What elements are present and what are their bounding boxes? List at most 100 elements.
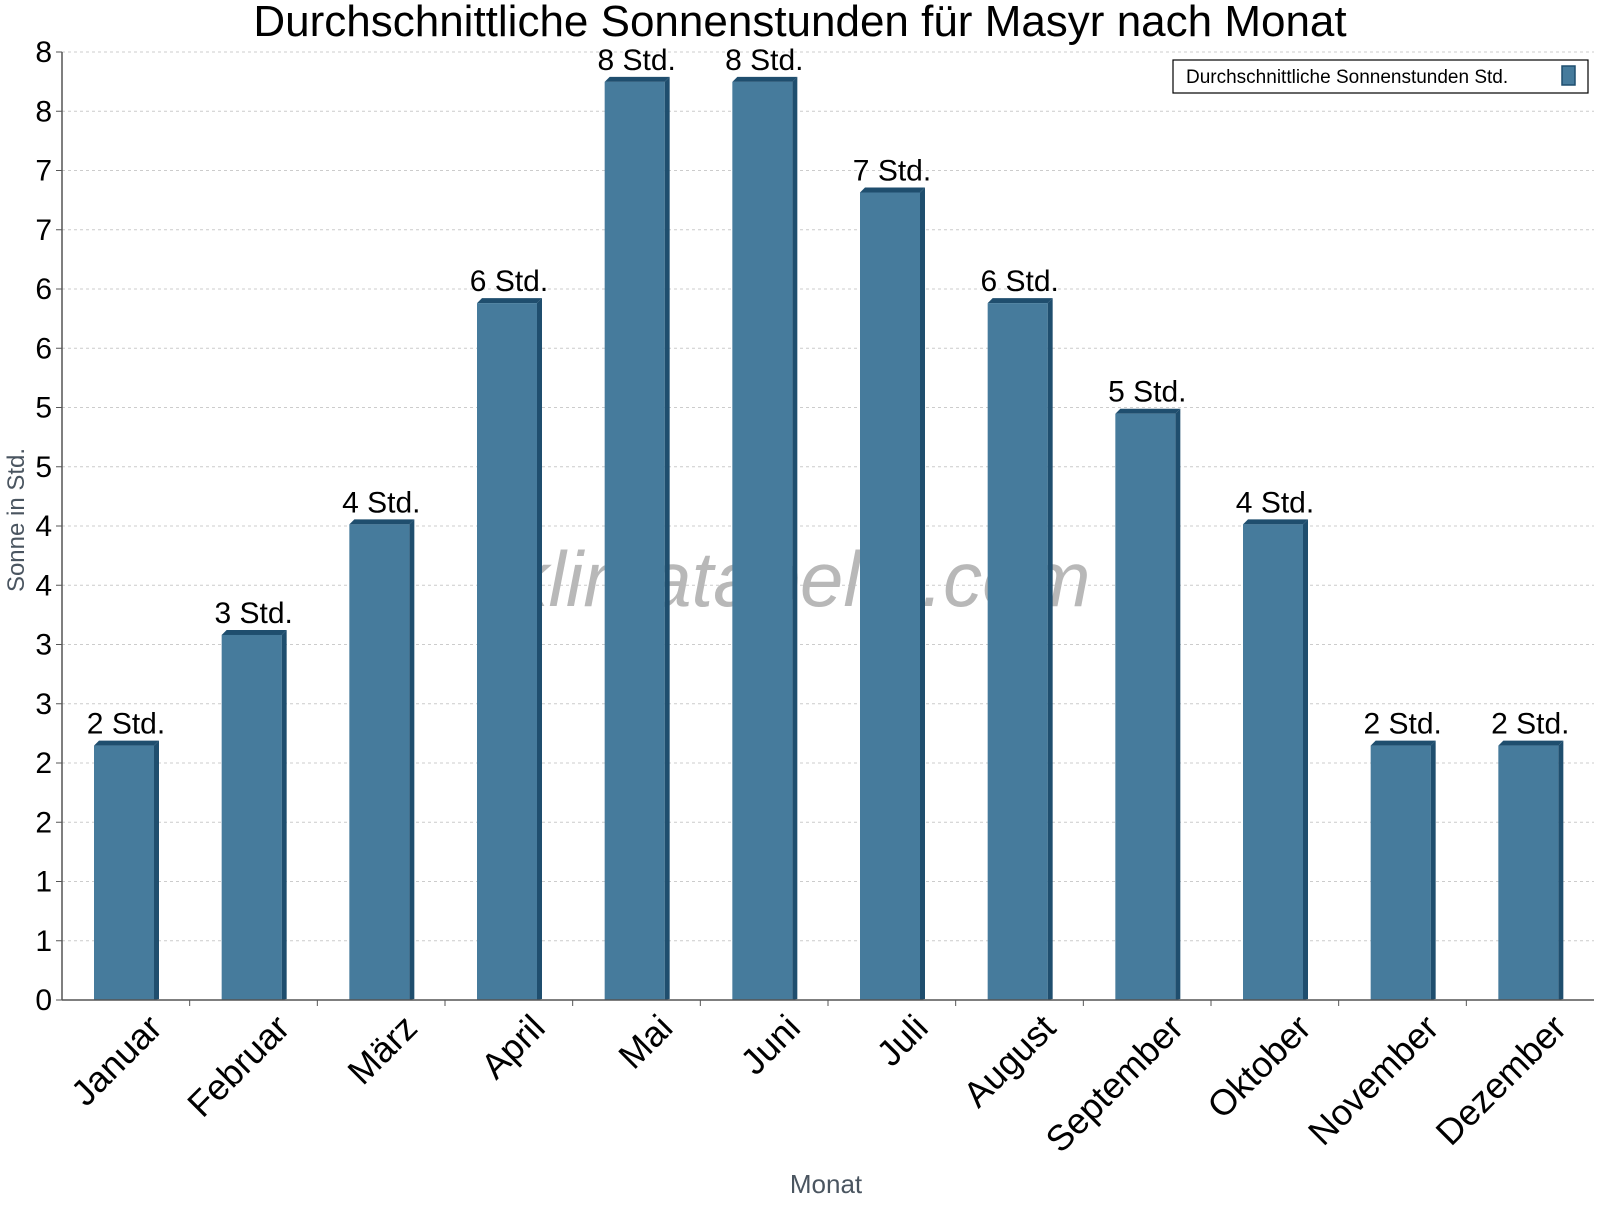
bar-front xyxy=(1115,413,1176,1000)
bar-front xyxy=(860,192,920,1000)
x-tick-label: Oktober xyxy=(1199,1007,1319,1127)
y-tick-label: 7 xyxy=(35,214,52,247)
bar-front xyxy=(604,81,665,1000)
bar xyxy=(1115,408,1181,1000)
bar-top xyxy=(604,76,670,82)
bar xyxy=(1498,740,1564,1000)
x-tick-label: August xyxy=(955,1007,1063,1115)
data-label: 6 Std. xyxy=(470,265,548,298)
data-labels: 2 Std. 3 Std. 4 Std. 6 Std. 8 Std. 8 Std. 7 St… xyxy=(87,44,1570,741)
bar-side xyxy=(664,76,670,1001)
bar-top xyxy=(1243,519,1308,525)
y-tick-label: 2 xyxy=(35,747,52,780)
y-tick-label: 7 xyxy=(35,155,52,188)
bar-top xyxy=(221,629,287,635)
y-ticks: 0 1 1 2 2 3 3 4 4 5 5 6 6 7 7 8 8 xyxy=(35,36,62,1017)
bar xyxy=(94,740,159,1000)
y-tick-label: 0 xyxy=(35,984,52,1017)
data-label: 8 Std. xyxy=(725,44,803,77)
bar-top xyxy=(1370,740,1436,746)
y-tick-label: 5 xyxy=(35,451,52,484)
x-tick-label: April xyxy=(473,1007,553,1087)
data-label: 4 Std. xyxy=(1236,486,1314,519)
x-tick-label: Juli xyxy=(868,1007,935,1074)
bar xyxy=(1370,740,1436,1000)
bar-side xyxy=(1047,298,1053,1000)
bar-side xyxy=(1430,740,1436,1000)
x-tick-label: März xyxy=(339,1007,425,1093)
bar-top xyxy=(987,298,1053,304)
bar-side xyxy=(1175,408,1181,1000)
bar-front xyxy=(94,745,154,1000)
y-tick-label: 3 xyxy=(35,688,52,721)
y-tick-label: 4 xyxy=(35,569,52,602)
bar xyxy=(349,519,415,1000)
bar-top xyxy=(94,740,159,746)
bar-top xyxy=(349,519,415,525)
x-tick-label: Februar xyxy=(179,1007,297,1125)
bar-front xyxy=(732,81,793,1000)
bar-top xyxy=(732,76,798,82)
bar-top xyxy=(1115,408,1181,414)
x-tick-label: Juni xyxy=(732,1007,808,1083)
y-tick-label: 2 xyxy=(35,806,52,839)
chart-title: Durchschnittliche Sonnenstunden für Masy… xyxy=(253,0,1346,46)
y-tick-label: 8 xyxy=(35,95,52,128)
bar-side xyxy=(1558,740,1564,1000)
y-tick-label: 8 xyxy=(35,36,52,69)
bar-side xyxy=(281,629,287,1000)
legend-box xyxy=(1172,59,1589,94)
data-label: 6 Std. xyxy=(980,265,1058,298)
bar-front xyxy=(1498,745,1559,1000)
x-tick-label: Januar xyxy=(63,1007,170,1114)
legend: Durchschnittliche Sonnenstunden Std. xyxy=(1172,59,1589,94)
bar-side xyxy=(537,298,542,1000)
y-tick-label: 4 xyxy=(35,510,52,543)
x-tick-label: November xyxy=(1300,1007,1446,1153)
bar xyxy=(732,76,798,1001)
y-tick-label: 6 xyxy=(35,273,52,306)
x-tick-label: Mai xyxy=(610,1007,680,1077)
x-ticks: Januar Februar März April Mai Juni Juli AugustS… xyxy=(63,1000,1574,1160)
bars xyxy=(94,76,1564,1001)
y-tick-label: 3 xyxy=(35,629,52,662)
x-tick-label: Dezember xyxy=(1428,1007,1574,1153)
bar-front xyxy=(221,634,282,1000)
bar-side xyxy=(1303,519,1308,1000)
x-tick-label: September xyxy=(1037,1007,1191,1161)
bar-side xyxy=(920,187,925,1000)
y-tick-label: 5 xyxy=(35,392,52,425)
data-label: 8 Std. xyxy=(597,44,675,77)
bar-top xyxy=(477,298,542,304)
bar xyxy=(1243,519,1308,1000)
bar-front xyxy=(1370,745,1431,1000)
bar-side xyxy=(792,76,798,1001)
bar-top xyxy=(860,187,925,193)
y-tick-label: 1 xyxy=(35,925,52,958)
bar xyxy=(221,629,287,1000)
bar xyxy=(477,298,542,1000)
x-axis-label: Monat xyxy=(790,1169,863,1199)
data-label: 3 Std. xyxy=(214,597,292,630)
data-label: 5 Std. xyxy=(1108,376,1186,409)
data-label: 2 Std. xyxy=(87,708,165,741)
legend-swatch xyxy=(1561,65,1576,86)
bar-side xyxy=(409,519,415,1000)
bar xyxy=(860,187,925,1000)
data-label: 4 Std. xyxy=(342,486,420,519)
bar xyxy=(987,298,1053,1000)
bar-front xyxy=(1243,524,1303,1000)
bar xyxy=(604,76,670,1001)
bar-top xyxy=(1498,740,1564,746)
grid xyxy=(62,51,1594,942)
legend-label: Durchschnittliche Sonnenstunden Std. xyxy=(1186,67,1508,88)
y-axis-label: Sonne in Std. xyxy=(3,448,30,592)
bar-front xyxy=(477,303,537,1000)
data-label: 2 Std. xyxy=(1491,708,1569,741)
bar-front xyxy=(987,303,1048,1000)
y-tick-label: 6 xyxy=(35,332,52,365)
data-label: 2 Std. xyxy=(1363,708,1441,741)
y-tick-label: 1 xyxy=(35,866,52,899)
